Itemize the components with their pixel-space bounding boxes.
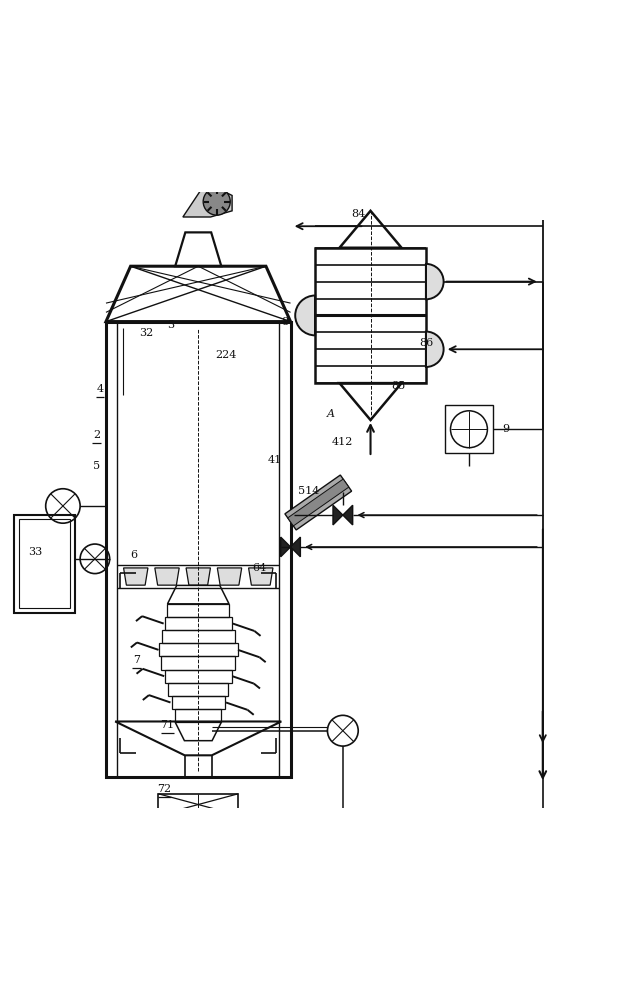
Text: 72: 72 bbox=[158, 784, 171, 794]
Text: 412: 412 bbox=[332, 437, 353, 447]
Text: 6: 6 bbox=[130, 550, 137, 560]
Wedge shape bbox=[426, 332, 444, 367]
Polygon shape bbox=[281, 537, 300, 557]
Bar bbox=[106, 322, 290, 777]
Text: 85: 85 bbox=[391, 381, 405, 391]
Bar bbox=[158, 794, 239, 815]
Polygon shape bbox=[248, 568, 273, 585]
Bar bbox=[168, 683, 229, 696]
Text: 64: 64 bbox=[253, 563, 267, 573]
Text: 41: 41 bbox=[268, 455, 282, 465]
Polygon shape bbox=[285, 475, 352, 530]
Wedge shape bbox=[426, 264, 444, 299]
Text: 8: 8 bbox=[281, 317, 288, 327]
Text: 514: 514 bbox=[298, 486, 320, 496]
Text: 84: 84 bbox=[351, 209, 365, 219]
Bar bbox=[172, 696, 225, 709]
Polygon shape bbox=[333, 505, 353, 525]
Text: 7: 7 bbox=[133, 655, 140, 665]
Bar bbox=[63, 814, 365, 829]
Bar bbox=[164, 670, 232, 683]
Bar bbox=[14, 515, 75, 613]
Polygon shape bbox=[124, 568, 148, 585]
Polygon shape bbox=[155, 568, 179, 585]
Polygon shape bbox=[288, 479, 349, 526]
Polygon shape bbox=[183, 189, 232, 217]
Bar bbox=[159, 643, 238, 656]
Text: 9: 9 bbox=[502, 424, 509, 434]
Bar bbox=[167, 604, 229, 617]
Text: 32: 32 bbox=[139, 328, 153, 338]
Bar bbox=[162, 630, 235, 643]
Bar bbox=[315, 248, 426, 383]
Bar bbox=[164, 617, 232, 630]
Bar bbox=[175, 709, 221, 722]
Text: 5: 5 bbox=[93, 461, 100, 471]
Bar bbox=[445, 405, 493, 453]
Bar bbox=[19, 519, 70, 608]
Text: 4: 4 bbox=[96, 384, 103, 394]
Text: 86: 86 bbox=[419, 338, 433, 348]
Polygon shape bbox=[218, 568, 242, 585]
Wedge shape bbox=[295, 296, 315, 335]
Text: 2: 2 bbox=[93, 430, 100, 440]
Bar bbox=[161, 656, 235, 670]
Text: 33: 33 bbox=[28, 547, 43, 557]
Bar bbox=[117, 322, 279, 777]
Text: 224: 224 bbox=[215, 350, 237, 360]
Circle shape bbox=[203, 188, 231, 215]
Text: 3: 3 bbox=[167, 320, 174, 330]
Text: 71: 71 bbox=[161, 720, 174, 730]
Polygon shape bbox=[186, 568, 211, 585]
Text: A: A bbox=[326, 409, 334, 419]
